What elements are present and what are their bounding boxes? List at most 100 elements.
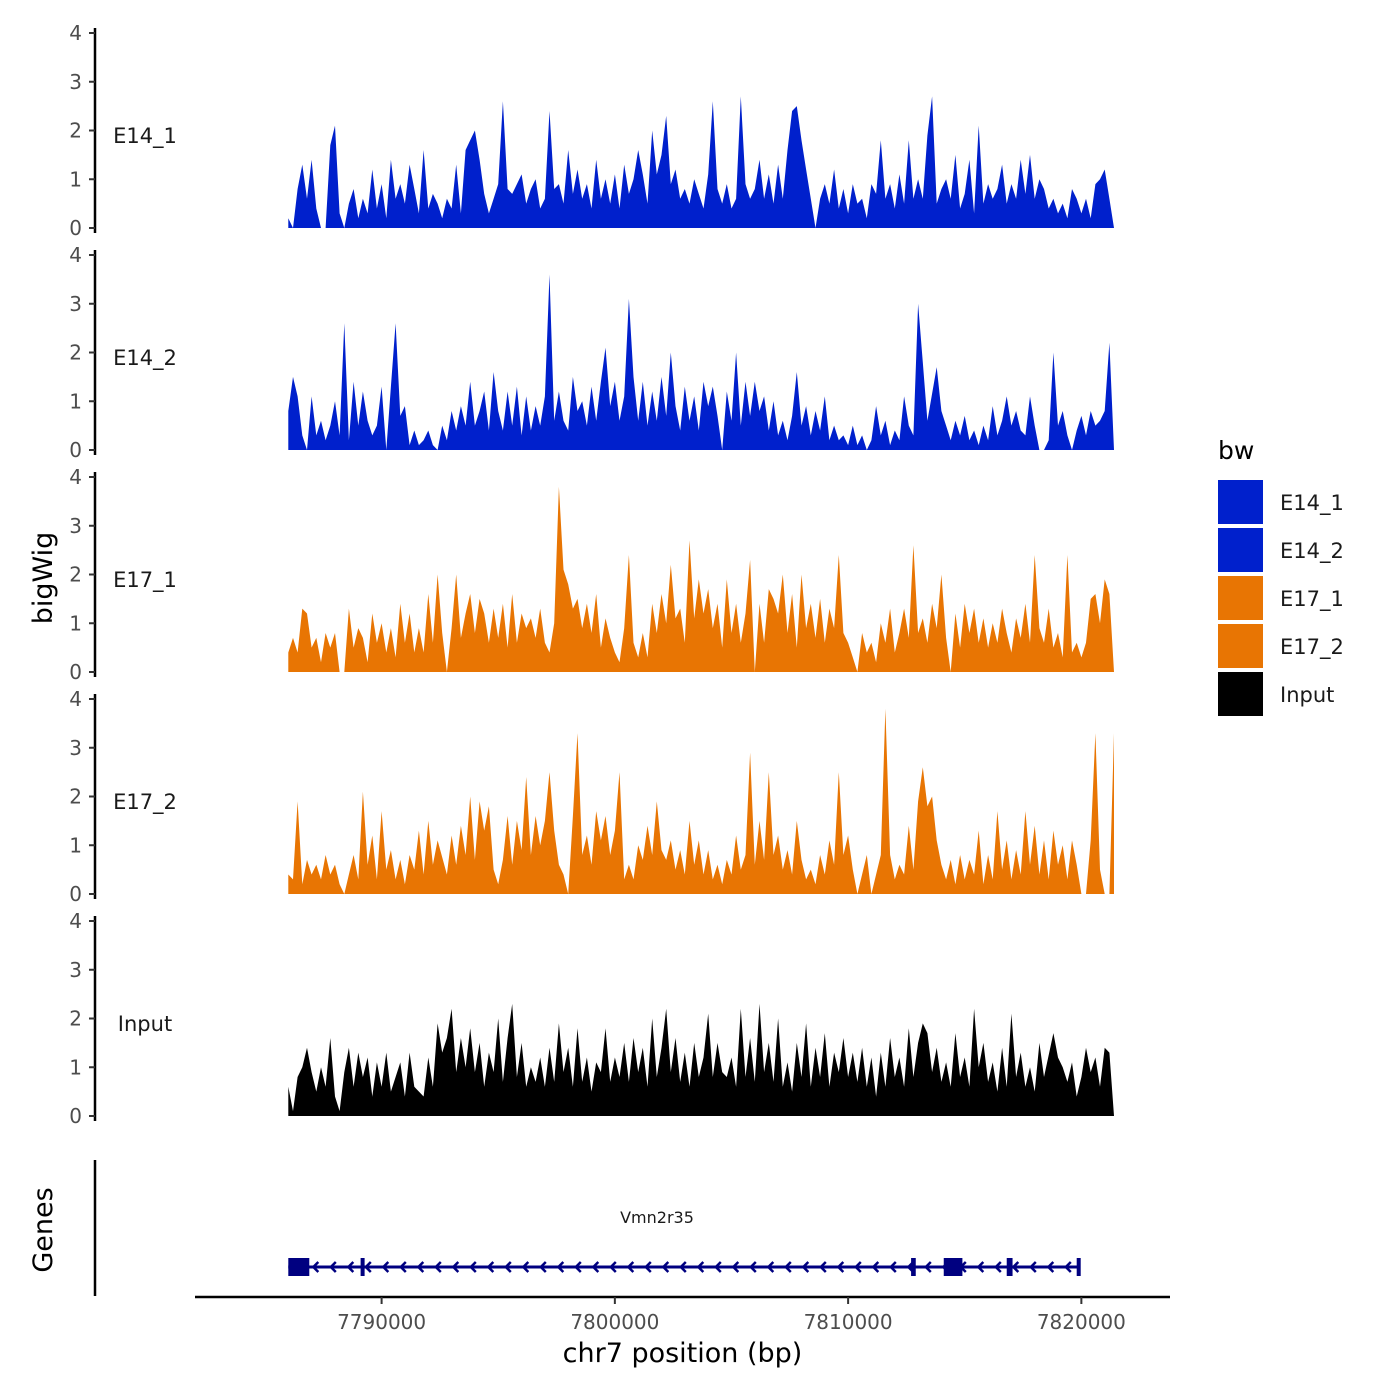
- strand-chevron: [1029, 1261, 1037, 1273]
- x-tick-label: 7820000: [1037, 1310, 1126, 1334]
- legend-label-E17_1: E17_1: [1280, 587, 1344, 612]
- y-tick-label: 2: [69, 563, 82, 587]
- strand-chevron: [801, 1261, 810, 1273]
- strand-chevron: [784, 1261, 792, 1273]
- strand-chevron: [924, 1261, 932, 1273]
- y-tick-label: 1: [69, 833, 82, 857]
- strand-chevron: [661, 1261, 670, 1273]
- strand-chevron: [469, 1261, 477, 1273]
- track-E17_1: 0 1 2 3 4 E17_1: [69, 465, 1114, 684]
- strand-chevron: [556, 1261, 565, 1273]
- strand-chevron: [696, 1261, 705, 1273]
- gene-Vmn2r35: Vmn2r35: [288, 1208, 1081, 1276]
- strand-chevron: [871, 1261, 880, 1273]
- y-tick-label: 0: [69, 438, 82, 462]
- y-tick-label: 4: [69, 687, 82, 711]
- y-tick-label: 2: [69, 341, 82, 365]
- strand-chevron: [644, 1261, 652, 1273]
- coverage-area-E14_2: [288, 274, 1114, 450]
- legend-swatch-E14_1: [1218, 480, 1263, 524]
- y-axis-title: bigWig: [28, 532, 59, 625]
- x-tick-label: 7800000: [570, 1310, 659, 1334]
- strand-chevron: [749, 1261, 757, 1273]
- y-tick-label: 3: [69, 958, 82, 982]
- y-tick-label: 4: [69, 21, 82, 45]
- legend-label-E14_1: E14_1: [1280, 491, 1344, 516]
- strand-chevron: [626, 1261, 635, 1273]
- y-tick-label: 2: [69, 1007, 82, 1031]
- x-axis: 7790000 7800000 7810000 7820000: [195, 1295, 1170, 1334]
- strand-chevron: [399, 1261, 407, 1273]
- y-tick-label: 3: [69, 736, 82, 760]
- strand-chevron: [819, 1261, 827, 1273]
- genes-panel: Vmn2r35: [93, 1160, 1081, 1296]
- y-tick-label: 1: [69, 611, 82, 635]
- track-E14_2: 0 1 2 3 4 E14_2: [69, 243, 1114, 462]
- strand-chevron: [504, 1261, 512, 1273]
- strand-chevron: [1011, 1261, 1020, 1273]
- y-tick-label: 1: [69, 1055, 82, 1079]
- y-tick-label: 1: [69, 167, 82, 191]
- legend-label-E14_2: E14_2: [1280, 539, 1344, 564]
- legend-swatch-E17_1: [1218, 576, 1263, 620]
- bigwig-tracks: 0 1 2 3 4 E14_1 0 1 2 3 4 E14_2 0 1 2 3 4 E17_1 0 1 2 3 4 E17_2…: [69, 21, 1114, 1128]
- gene-exon: [1076, 1258, 1081, 1276]
- gene-exon: [911, 1258, 916, 1276]
- x-tick-label: 7790000: [337, 1310, 426, 1334]
- y-tick-label: 4: [69, 243, 82, 267]
- strand-chevron: [609, 1261, 617, 1273]
- strand-chevron: [311, 1261, 320, 1273]
- strand-chevron: [766, 1261, 775, 1273]
- y-tick-label: 2: [69, 785, 82, 809]
- strand-chevron: [854, 1261, 862, 1273]
- strand-chevron: [591, 1261, 600, 1273]
- track-E14_1: 0 1 2 3 4 E14_1: [69, 21, 1114, 240]
- strand-chevron: [994, 1261, 1002, 1273]
- track-label: E14_2: [113, 346, 177, 371]
- strand-chevron: [574, 1261, 582, 1273]
- legend-label-Input: Input: [1280, 683, 1334, 707]
- track-label: E14_1: [113, 124, 177, 149]
- gene-name-label: Vmn2r35: [620, 1208, 694, 1227]
- gene-exon: [288, 1258, 310, 1276]
- strand-chevron: [364, 1261, 372, 1273]
- strand-chevron: [381, 1261, 390, 1273]
- y-tick-label: 4: [69, 465, 82, 489]
- strand-chevron: [329, 1261, 337, 1273]
- y-tick-label: 2: [69, 119, 82, 143]
- strand-chevron: [434, 1261, 442, 1273]
- strand-chevron: [486, 1261, 495, 1273]
- strand-chevron: [346, 1261, 355, 1273]
- y-tick-label: 0: [69, 660, 82, 684]
- strand-chevron: [451, 1261, 460, 1273]
- track-label: E17_2: [113, 790, 177, 815]
- genes-panel-title: Genes: [28, 1187, 59, 1272]
- y-tick-label: 0: [69, 1104, 82, 1128]
- gene-exon: [943, 1258, 963, 1276]
- gene-exon: [360, 1258, 365, 1276]
- track-label: E17_1: [113, 568, 177, 593]
- x-tick-label: 7810000: [804, 1310, 893, 1334]
- y-tick-label: 4: [69, 909, 82, 933]
- legend: bw E14_1 E14_2 E17_1 E17_2 Input: [1218, 436, 1344, 716]
- strand-chevron: [731, 1261, 740, 1273]
- legend-label-E17_2: E17_2: [1280, 635, 1344, 660]
- coverage-area-E17_1: [288, 486, 1114, 672]
- strand-chevron: [679, 1261, 687, 1273]
- track-label: Input: [118, 1012, 172, 1036]
- strand-chevron: [889, 1261, 897, 1273]
- strand-chevron: [836, 1261, 845, 1273]
- y-tick-label: 3: [69, 70, 82, 94]
- y-tick-label: 0: [69, 216, 82, 240]
- strand-chevron: [1046, 1261, 1055, 1273]
- coverage-area-Input: [288, 1003, 1114, 1116]
- gene-exon: [1006, 1258, 1013, 1276]
- coverage-area-E17_2: [288, 708, 1114, 894]
- y-tick-label: 3: [69, 292, 82, 316]
- legend-swatch-E17_2: [1218, 624, 1263, 668]
- coverage-area-E14_1: [288, 96, 1114, 229]
- y-tick-label: 0: [69, 882, 82, 906]
- strand-chevron: [714, 1261, 722, 1273]
- strand-chevron: [976, 1261, 985, 1273]
